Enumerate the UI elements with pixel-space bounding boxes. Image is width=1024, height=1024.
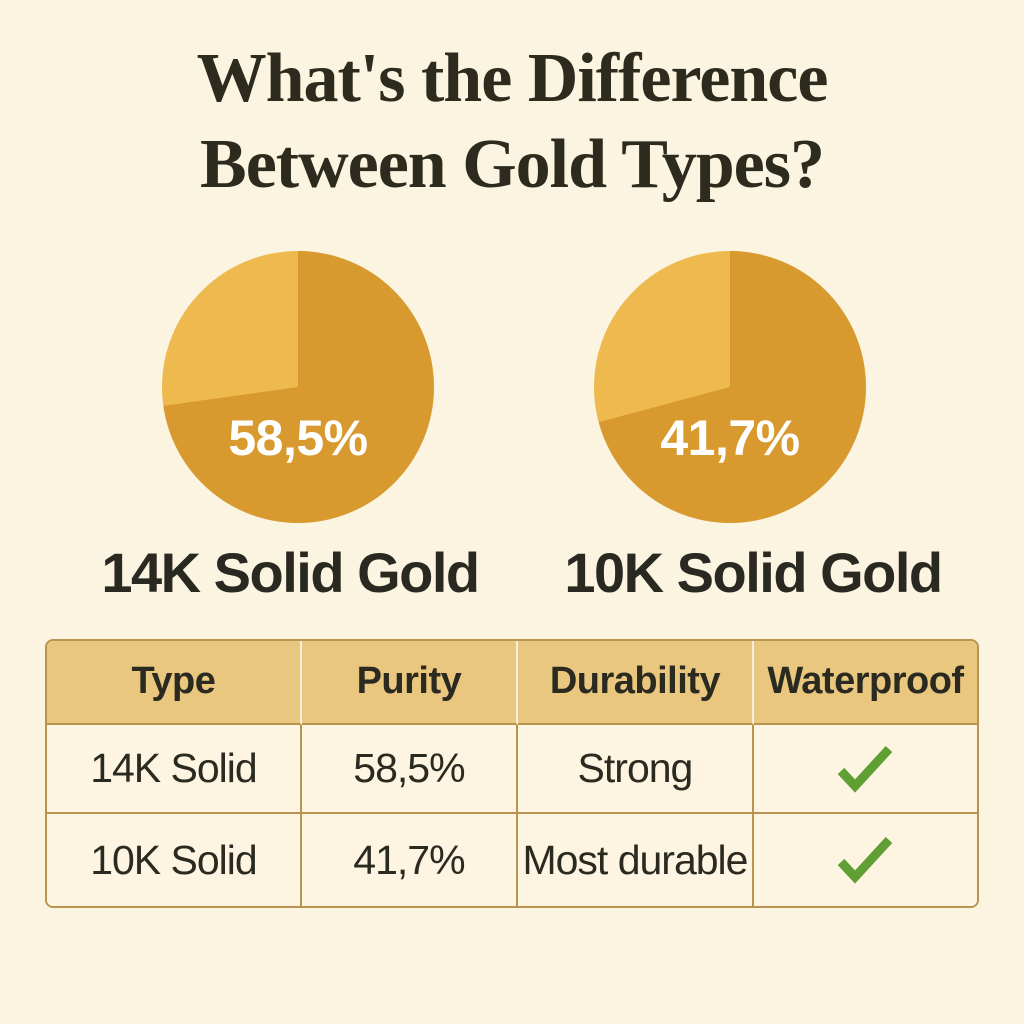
table-cell-type-10k: 10K Solid <box>47 814 302 906</box>
pie-chart-14k: 58,5% <box>162 251 434 523</box>
pie-caption-10k: 10K Solid Gold <box>564 541 943 604</box>
table-header-type: Type <box>47 641 302 725</box>
table-cell-purity-14k: 58,5% <box>301 724 518 815</box>
table-cell-type-14k: 14K Solid <box>47 724 302 815</box>
pie-caption-14k: 14K Solid Gold <box>101 541 480 604</box>
title-line-1: What's the Difference <box>196 40 829 117</box>
checkmark-icon <box>838 745 893 793</box>
pie-percent-label-14k: 58,5% <box>228 410 368 466</box>
table-cell-durability-14k: Strong <box>517 724 754 815</box>
checkmark-icon <box>838 837 893 884</box>
table-cell-waterproof-10k <box>753 814 977 906</box>
table-cell-purity-10k: 41,7% <box>301 814 518 906</box>
table-header-purity: Purity <box>301 641 518 725</box>
page-title: What's the Difference Between Gold Types… <box>0 36 1024 208</box>
comparison-table: Type Purity Durability Waterproof 14K So… <box>45 639 979 908</box>
pie-percent-label-10k: 41,7% <box>660 410 800 466</box>
table-cell-durability-10k: Most durable <box>517 814 754 906</box>
title-line-2: Between Gold Types? <box>200 126 825 203</box>
pie-chart-10k: 41,7% <box>594 251 866 523</box>
table-cell-waterproof-14k <box>753 724 977 815</box>
table-header-durability: Durability <box>517 641 754 725</box>
table-header-waterproof: Waterproof <box>753 641 977 725</box>
